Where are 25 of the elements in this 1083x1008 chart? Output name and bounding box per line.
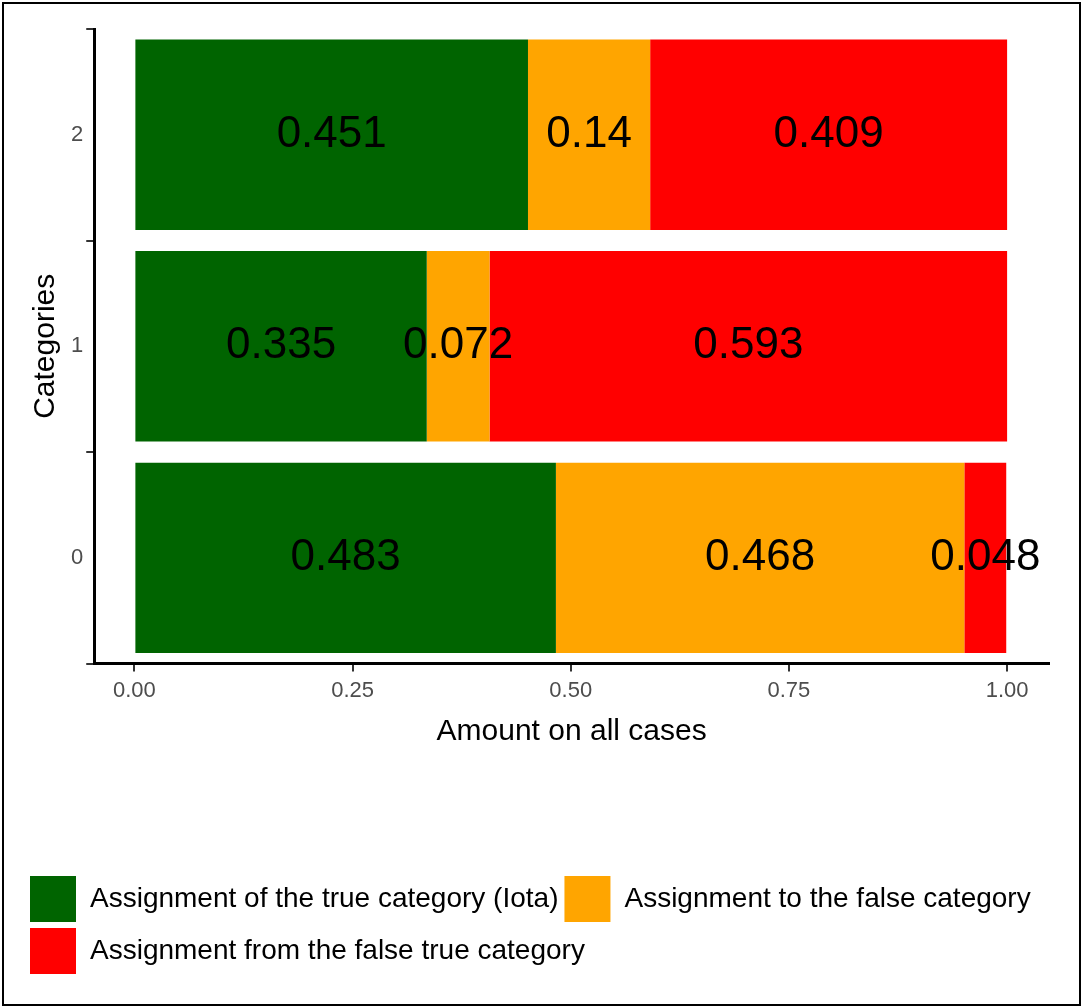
- data-label: 0.409: [773, 106, 884, 156]
- x-tick-label: 1.00: [985, 676, 1029, 702]
- legend-label: Assignment to the false category: [624, 881, 1031, 913]
- legend-label: Assignment of the true category (Iota): [90, 881, 559, 913]
- x-tick-label: 0.50: [549, 676, 593, 702]
- x-axis-title: Amount on all cases: [436, 713, 707, 747]
- data-label: 0.14: [546, 106, 632, 156]
- data-label: 0.451: [276, 106, 387, 156]
- x-tick-label: 0.00: [112, 676, 156, 702]
- bar: [650, 39, 1008, 230]
- data-label: 0.335: [226, 318, 337, 368]
- data-label: 0.468: [705, 529, 816, 579]
- data-label: 0.048: [930, 529, 1041, 579]
- legend-label: Assignment from the false true category: [90, 933, 585, 965]
- x-tick-label: 0.75: [767, 676, 811, 702]
- data-label: 0.593: [693, 318, 804, 368]
- bar: [135, 39, 528, 230]
- y-tick-label: 1: [70, 332, 84, 358]
- bar: [527, 39, 651, 230]
- bar: [135, 462, 556, 654]
- y-tick-label: 2: [70, 120, 84, 146]
- data-label: 0.483: [290, 529, 401, 579]
- x-tick-label: 0.25: [331, 676, 374, 702]
- y-tick-label: 0: [70, 543, 84, 569]
- y-axis-title: Categories: [27, 273, 61, 419]
